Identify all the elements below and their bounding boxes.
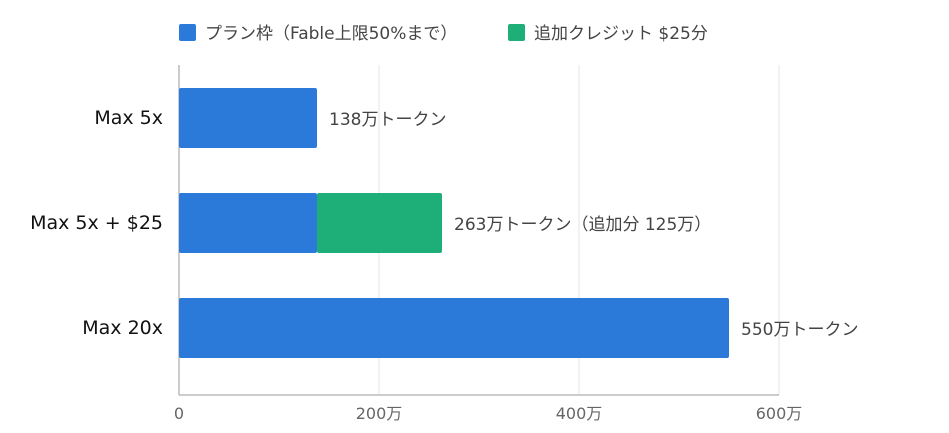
data-label-max-5x-plus-25: 263万トークン（追加分 125万）: [454, 215, 711, 235]
legend-swatch-plan: [179, 24, 196, 41]
bar-plan-2: [179, 298, 729, 358]
bar-plan-0: [179, 88, 317, 148]
legend: プラン枠（Fable上限50%まで） 追加クレジット $25分: [179, 24, 708, 44]
x-tick-600: 600万: [756, 404, 803, 423]
data-labels: 138万トークン 263万トークン（追加分 125万） 550万トークン: [329, 110, 858, 340]
category-labels: Max 5x Max 5x + $25 Max 20x: [30, 107, 163, 339]
data-label-max-20x: 550万トークン: [741, 320, 858, 340]
category-label-max-5x: Max 5x: [94, 107, 163, 129]
bar-extra-1: [317, 193, 442, 253]
x-tick-0: 0: [174, 404, 184, 423]
bar-plan-1: [179, 193, 317, 253]
data-label-max-5x: 138万トークン: [329, 110, 446, 130]
x-tick-400: 400万: [556, 404, 603, 423]
legend-swatch-extra: [508, 24, 525, 41]
category-label-max-20x: Max 20x: [82, 317, 163, 339]
bars: [179, 88, 729, 358]
legend-label-extra: 追加クレジット $25分: [534, 24, 708, 44]
category-label-max-5x-plus-25: Max 5x + $25: [30, 212, 163, 234]
x-axis-ticks: 0 200万 400万 600万: [174, 404, 802, 423]
legend-label-plan: プラン枠（Fable上限50%まで）: [205, 24, 457, 44]
x-tick-200: 200万: [356, 404, 403, 423]
